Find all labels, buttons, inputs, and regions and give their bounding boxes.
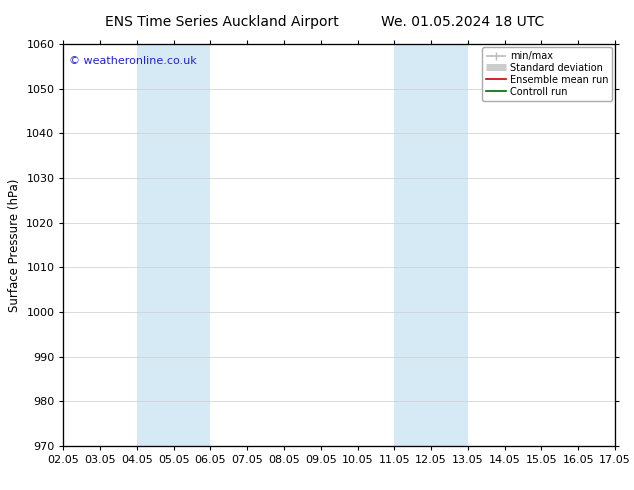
Text: ENS Time Series Auckland Airport: ENS Time Series Auckland Airport xyxy=(105,15,339,29)
Text: © weatheronline.co.uk: © weatheronline.co.uk xyxy=(69,56,197,66)
Y-axis label: Surface Pressure (hPa): Surface Pressure (hPa) xyxy=(8,178,21,312)
Bar xyxy=(137,44,210,446)
Legend: min/max, Standard deviation, Ensemble mean run, Controll run: min/max, Standard deviation, Ensemble me… xyxy=(482,47,612,100)
Text: We. 01.05.2024 18 UTC: We. 01.05.2024 18 UTC xyxy=(381,15,545,29)
Bar xyxy=(394,44,468,446)
